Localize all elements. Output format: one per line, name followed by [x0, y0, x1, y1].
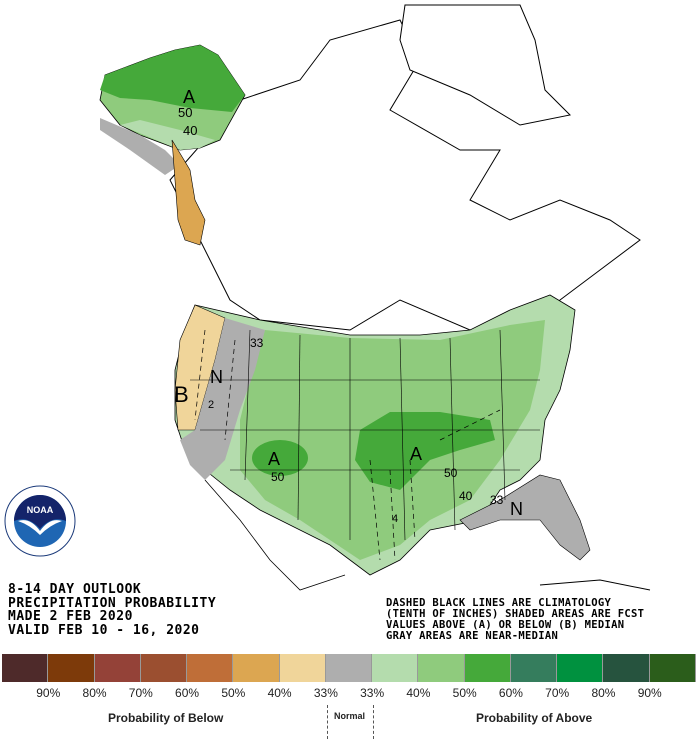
header-made-date: MADE 2 FEB 2020 [8, 609, 133, 624]
greenland-outline [399, 4, 572, 126]
header-subtitle: PRECIPITATION PROBABILITY [8, 595, 217, 611]
legend-swatch-60-below [140, 654, 188, 682]
west-below-label: B [174, 382, 189, 407]
header-title: 8-14 DAY OUTLOOK [8, 582, 142, 597]
conus-region: B N 33 2 A 50 A 50 40 33 N 4 [174, 294, 591, 576]
legend-swatch-50-below [187, 654, 234, 682]
legend-swatch-90-below [2, 654, 49, 682]
legend-swatch-70-below [94, 654, 141, 682]
note-line-3: VALUES ABOVE (A) OR BELOW (B) MEDIAN [386, 619, 625, 631]
legend-swatch-33-above [372, 654, 419, 682]
alaska-50-contour: 50 [178, 105, 192, 120]
legend-tick: 60% [498, 686, 523, 700]
legend-tick: 80% [591, 686, 616, 700]
legend-tick: 33% [313, 686, 338, 700]
legend-swatch-70-above [557, 654, 604, 682]
south-central-above-label: A [410, 444, 422, 464]
noaa-logo: NOAA [4, 485, 76, 557]
alaska-category-label: A [183, 87, 195, 107]
note-line-1: DASHED BLACK LINES ARE CLIMATOLOGY [386, 597, 612, 609]
south-central-50-contour: 50 [444, 466, 458, 480]
legend-swatch-50-above [464, 654, 511, 682]
normal-divider-left [327, 705, 328, 739]
west-33-contour: 33 [250, 336, 264, 350]
precipitation-outlook-map: A 50 40 [99, 4, 651, 591]
legend-ticks: 90% 80% 70% 60% 50% 40% 33% 33% 40% 50% 60% 70% 80% 9… [0, 686, 700, 702]
southwest-above-50 [252, 440, 308, 476]
southeast-33-contour: 33 [490, 493, 504, 507]
legend-swatch-40-above [418, 654, 465, 682]
legend-swatch-normal [325, 654, 373, 682]
legend-tick: 90% [36, 686, 61, 700]
legend-tick: 90% [637, 686, 662, 700]
legend-swatch-90-above [649, 654, 696, 682]
southwest-above-label: A [268, 449, 280, 469]
legend-tick: 50% [452, 686, 477, 700]
note-line-2: (TENTH OF INCHES) SHADED AREAS ARE FCST [386, 608, 645, 620]
legend-swatch-33-below [279, 654, 326, 682]
probability-legend [2, 654, 696, 682]
legend-swatch-40-below [233, 654, 280, 682]
cuba-outline [539, 579, 651, 591]
west-normal-label: N [210, 367, 223, 387]
legend-caption-normal: Normal [334, 711, 366, 721]
note-line-4: GRAY AREAS ARE NEAR-MEDIAN [386, 630, 559, 642]
legend-swatch-60-above [510, 654, 558, 682]
legend-caption-below: Probability of Below [108, 711, 224, 725]
header-valid-dates: VALID FEB 10 - 16, 2020 [8, 622, 200, 638]
florida-normal-label: N [510, 499, 523, 519]
bc-coast-below [171, 139, 206, 246]
legend-caption-above: Probability of Above [476, 711, 593, 725]
legend-tick: 80% [82, 686, 107, 700]
legend-tick: 40% [267, 686, 292, 700]
canada-outline [169, 19, 641, 331]
west-clim-2: 2 [208, 399, 214, 411]
legend-tick: 40% [406, 686, 431, 700]
outlook-header: 8-14 DAY OUTLOOK PRECIPITATION PROBABILI… [8, 583, 216, 637]
legend-swatch-80-above [603, 654, 650, 682]
legend-tick: 70% [128, 686, 153, 700]
alaska-40-contour: 40 [183, 123, 197, 138]
mexico-outline [204, 479, 346, 591]
legend-tick: 60% [175, 686, 200, 700]
legend-tick: 70% [545, 686, 570, 700]
legend-tick: 33% [360, 686, 385, 700]
noaa-logo-text: NOAA [27, 505, 54, 515]
normal-divider-right [373, 705, 374, 739]
alaska-region: A 50 40 [99, 44, 246, 175]
map-notes: DASHED BLACK LINES ARE CLIMATOLOGY (TENT… [386, 598, 644, 642]
southeast-40-contour: 40 [459, 489, 473, 503]
texas-clim-4: 4 [392, 513, 398, 525]
southwest-50-contour: 50 [271, 470, 285, 484]
legend-tick: 50% [221, 686, 246, 700]
legend-swatch-80-below [48, 654, 95, 682]
